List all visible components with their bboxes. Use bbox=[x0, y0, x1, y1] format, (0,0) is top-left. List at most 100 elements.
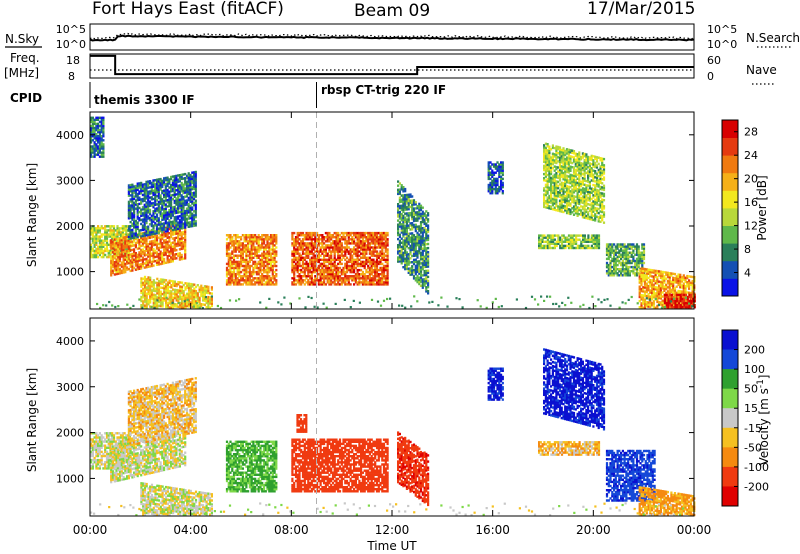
heatmap-cell bbox=[168, 200, 171, 204]
heatmap-cell bbox=[163, 285, 166, 288]
heatmap-cell bbox=[405, 243, 408, 246]
heatmap-cell bbox=[178, 178, 181, 181]
heatmap-cell bbox=[243, 238, 246, 241]
heatmap-cell bbox=[100, 143, 103, 146]
heatmap-cell bbox=[560, 240, 564, 243]
heatmap-cell bbox=[111, 271, 115, 275]
heatmap-cell bbox=[168, 258, 171, 262]
heatmap-cell bbox=[335, 264, 338, 268]
heatmap-cell bbox=[227, 256, 230, 259]
heatmap-cell bbox=[170, 210, 173, 214]
heatmap-cell bbox=[259, 236, 262, 239]
heatmap-cell bbox=[400, 219, 403, 222]
heatmap-cell bbox=[398, 221, 401, 224]
heatmap-cell bbox=[317, 250, 320, 253]
heatmap-cell bbox=[227, 236, 230, 239]
heatmap-cell bbox=[109, 233, 112, 236]
heatmap-cell bbox=[338, 234, 342, 237]
heatmap-cell bbox=[345, 275, 349, 278]
heatmap-cell bbox=[192, 183, 196, 186]
heatmap-cell bbox=[550, 162, 553, 165]
heatmap-cell bbox=[379, 262, 382, 266]
heatmap-cell bbox=[368, 260, 371, 264]
heatmap-cell bbox=[140, 202, 143, 205]
heatmap-cell bbox=[303, 252, 306, 255]
heatmap-cell bbox=[148, 192, 152, 195]
heatmap-cell bbox=[172, 302, 175, 306]
heatmap-cell bbox=[405, 259, 408, 262]
heatmap-cell bbox=[177, 194, 180, 198]
heatmap-cell bbox=[250, 240, 253, 243]
heatmap-cell bbox=[145, 234, 148, 237]
heatmap-cell bbox=[159, 282, 162, 285]
heatmap-cell bbox=[148, 182, 152, 185]
heatmap-cell bbox=[386, 238, 389, 241]
heatmap-cell bbox=[225, 248, 229, 251]
heatmap-cell bbox=[397, 229, 400, 233]
heatmap-cell bbox=[140, 192, 143, 195]
heatmap-cell bbox=[118, 263, 122, 267]
heatmap-cell bbox=[487, 169, 490, 172]
heatmap-cell bbox=[365, 238, 368, 241]
heatmap-cell bbox=[370, 252, 373, 255]
heatmap-cell bbox=[592, 246, 595, 250]
heatmap-cell bbox=[548, 149, 551, 153]
heatmap-cell bbox=[296, 262, 299, 266]
heatmap-cell bbox=[227, 246, 230, 249]
heatmap-cell bbox=[498, 165, 501, 168]
heatmap-cell bbox=[307, 275, 310, 278]
heatmap-cell bbox=[202, 303, 205, 306]
heatmap-cell bbox=[381, 236, 384, 239]
heatmap-cell bbox=[187, 303, 191, 306]
heatmap-cell bbox=[271, 248, 274, 251]
heatmap-cell bbox=[309, 250, 312, 253]
heatmap-cell bbox=[90, 231, 93, 234]
heatmap-cell bbox=[134, 264, 137, 267]
heatmap-cell bbox=[566, 236, 569, 239]
heatmap-cell bbox=[326, 277, 329, 280]
heatmap-cell bbox=[110, 251, 113, 254]
heatmap-cell bbox=[105, 231, 109, 234]
heatmap-cell bbox=[150, 181, 153, 185]
heatmap-cell bbox=[501, 183, 504, 187]
heatmap-cell bbox=[321, 268, 324, 272]
heatmap-cell bbox=[358, 246, 361, 249]
heatmap-cell bbox=[161, 189, 164, 193]
heatmap-cell bbox=[489, 167, 492, 170]
heatmap-cell bbox=[165, 299, 168, 302]
heatmap-cell bbox=[178, 244, 181, 247]
heatmap-cell bbox=[425, 222, 428, 225]
heatmap-cell bbox=[372, 258, 375, 261]
heatmap-cell bbox=[358, 258, 361, 261]
heatmap-cell bbox=[124, 258, 127, 261]
heatmap-cell bbox=[155, 203, 159, 206]
heatmap-cell bbox=[155, 184, 159, 188]
heatmap-cell bbox=[232, 266, 236, 270]
heatmap-cell bbox=[247, 275, 250, 278]
heatmap-cell bbox=[307, 234, 310, 237]
heatmap-cell bbox=[266, 256, 269, 259]
heatmap-cell bbox=[93, 145, 96, 148]
heatmap-cell bbox=[157, 284, 161, 287]
heatmap-cell bbox=[154, 222, 157, 225]
heatmap-cell bbox=[259, 238, 262, 241]
heatmap-cell bbox=[157, 286, 161, 289]
heatmap-cell bbox=[98, 145, 101, 148]
heatmap-cell bbox=[266, 242, 269, 245]
heatmap-cell bbox=[349, 275, 352, 278]
heatmap-cell bbox=[238, 244, 241, 247]
heatmap-cell bbox=[184, 214, 187, 217]
heatmap-cell bbox=[345, 240, 349, 243]
heatmap-cell bbox=[150, 204, 153, 207]
heatmap-cell bbox=[296, 258, 299, 261]
heatmap-cell bbox=[138, 231, 141, 234]
heatmap-cell bbox=[111, 242, 115, 246]
heatmap-cell bbox=[375, 252, 379, 255]
heatmap-cell bbox=[168, 252, 171, 255]
heatmap-cell bbox=[255, 254, 258, 257]
heatmap-cell bbox=[140, 299, 143, 303]
heatmap-cell bbox=[384, 268, 387, 272]
heatmap-cell bbox=[379, 258, 382, 261]
heatmap-cell bbox=[143, 183, 146, 186]
heatmap-cell bbox=[234, 236, 237, 239]
